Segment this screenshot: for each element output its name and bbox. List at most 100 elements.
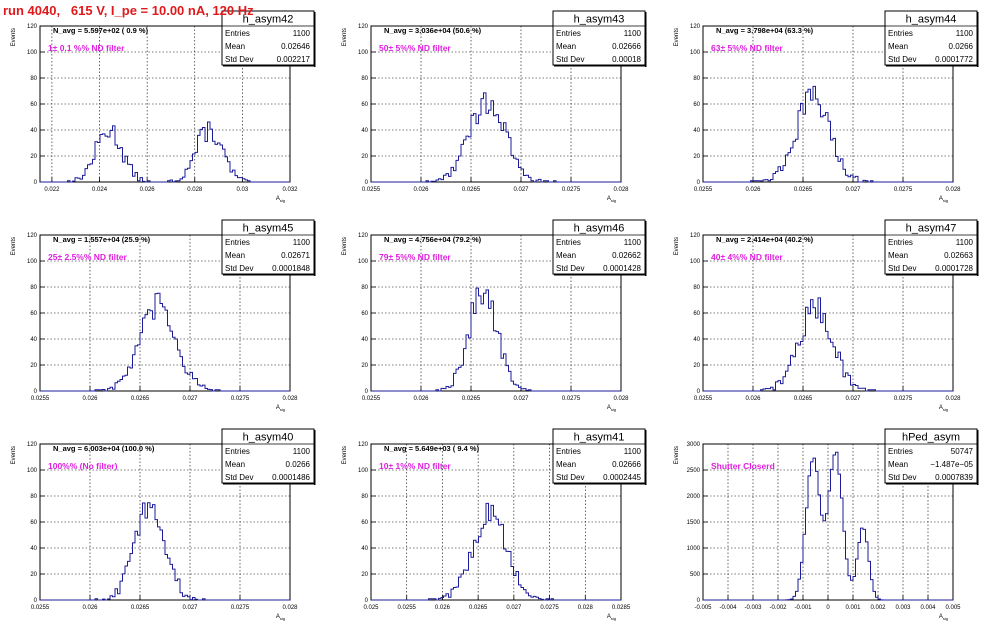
y-tick-label: 60 <box>30 311 37 317</box>
stats-box-shadow <box>314 12 316 67</box>
y-tick-label: 60 <box>693 102 700 108</box>
x-tick-label: 0.0275 <box>894 396 913 402</box>
x-axis-label: Asig <box>939 614 948 621</box>
x-tick-label: 0.025 <box>363 605 379 611</box>
stats-box-shadow <box>223 274 315 276</box>
stats-box-shadow <box>554 274 646 276</box>
histogram-line <box>371 92 621 183</box>
stats-value: 0.0001848 <box>272 264 310 273</box>
y-tick-label: 60 <box>361 520 368 526</box>
x-tick-label: 0.0255 <box>31 605 50 611</box>
stats-value: 0.02646 <box>281 42 310 51</box>
y-tick-label: 2500 <box>687 468 701 474</box>
y-tick-label: 0 <box>697 389 701 395</box>
navg-text: N_avg = 5.649e+03 ( 9.4 %) <box>384 444 480 453</box>
stats-value: 0.0001428 <box>603 264 641 273</box>
stats-label: Mean <box>888 460 908 469</box>
histogram-line <box>371 502 621 601</box>
page-title: run 4040, 615 V, I_pe = 10.00 nA, 120 Hz <box>3 3 254 18</box>
x-tick-label: 0.0255 <box>362 396 381 402</box>
histogram-panel-hPed_asym: -0.005 -0.004 -0.003 -0.002 -0.001 0 0.001 0.00… <box>674 428 979 621</box>
y-tick-label: 80 <box>361 76 368 82</box>
stats-box-shadow <box>645 12 647 67</box>
stats-value: 50747 <box>951 447 974 456</box>
x-tick-label: 0.0265 <box>794 396 813 402</box>
stats-label: Mean <box>225 460 245 469</box>
stats-box-shadow <box>886 274 978 276</box>
y-tick-label: 20 <box>361 154 368 160</box>
y-tick-label: 80 <box>693 76 700 82</box>
stats-label: Entries <box>556 447 581 456</box>
stats-value: 0.02671 <box>281 251 310 260</box>
y-tick-label: 120 <box>358 24 369 30</box>
histogram-name: h_asym41 <box>574 432 625 444</box>
x-axis-label: Asig <box>276 614 285 621</box>
stats-value: 0.02666 <box>612 460 641 469</box>
x-tick-label: 0.028 <box>945 396 961 402</box>
histogram-name: h_asym47 <box>906 223 957 235</box>
y-tick-label: 40 <box>30 128 37 134</box>
stats-label: Entries <box>225 238 250 247</box>
stats-value: 0.002217 <box>277 55 311 64</box>
stats-box-shadow <box>977 430 979 485</box>
stats-label: Mean <box>888 251 908 260</box>
x-tick-label: 0.026 <box>745 396 761 402</box>
histogram-line <box>703 451 953 601</box>
filter-annotation: 25± 2.5%% ND filter <box>48 252 128 262</box>
stats-box-shadow <box>223 483 315 485</box>
stats-label: Mean <box>556 251 576 260</box>
histogram-panel-h_asym46: 0.0255 0.026 0.0265 0.027 0.0275 0.028 0 20 40 60… <box>342 219 647 412</box>
y-tick-label: 1500 <box>687 520 701 526</box>
stats-value: 0.02663 <box>944 251 973 260</box>
y-tick-label: 40 <box>30 337 37 343</box>
navg-text: N_avg = 2.414e+04 (40.2 %) <box>716 235 814 244</box>
y-tick-label: 80 <box>30 285 37 291</box>
stats-label: Entries <box>888 238 913 247</box>
stats-value: 0.02662 <box>612 251 641 260</box>
x-tick-label: 0.0275 <box>231 396 250 402</box>
y-tick-label: 120 <box>358 442 369 448</box>
stats-value: 1100 <box>624 238 642 247</box>
y-tick-label: 60 <box>361 102 368 108</box>
x-tick-label: 0.028 <box>613 396 629 402</box>
y-tick-label: 60 <box>30 520 37 526</box>
x-tick-label: 0.028 <box>945 187 961 193</box>
y-axis-label: Events <box>342 28 348 46</box>
stats-label: Mean <box>556 42 576 51</box>
stats-label: Entries <box>556 29 581 38</box>
stats-box-shadow <box>554 65 646 67</box>
x-tick-label: 0.027 <box>506 605 522 611</box>
stats-value: 0.0001728 <box>935 264 973 273</box>
stats-value: 0.00018 <box>612 55 641 64</box>
stats-label: Entries <box>225 29 250 38</box>
stats-box-shadow <box>886 65 978 67</box>
x-tick-label: 0.026 <box>82 605 98 611</box>
x-tick-label: 0.026 <box>413 396 429 402</box>
x-tick-label: 0.002 <box>870 605 886 611</box>
y-tick-label: 40 <box>693 337 700 343</box>
y-tick-label: 40 <box>361 128 368 134</box>
y-tick-label: 40 <box>361 337 368 343</box>
stats-label: Std Dev <box>556 473 584 482</box>
stats-label: Mean <box>888 42 908 51</box>
y-tick-label: 120 <box>690 233 701 239</box>
stats-label: Std Dev <box>888 55 916 64</box>
x-tick-label: 0.0255 <box>694 187 713 193</box>
stats-value: 0.0007839 <box>935 473 973 482</box>
y-tick-label: 2000 <box>687 494 701 500</box>
y-tick-label: 0 <box>34 180 38 186</box>
histogram-line <box>40 502 290 601</box>
x-tick-label: 0.026 <box>745 187 761 193</box>
histogram-panel-h_asym43: 0.0255 0.026 0.0265 0.027 0.0275 0.028 0 20 40 60… <box>342 10 647 203</box>
histogram-panel-h_asym42: 0.022 0.024 0.026 0.028 0.03 0.032 0 20 40 60 80 10… <box>11 10 316 203</box>
y-tick-label: 80 <box>30 494 37 500</box>
x-tick-label: 0.0265 <box>131 396 150 402</box>
x-tick-label: 0.026 <box>82 396 98 402</box>
y-tick-label: 40 <box>30 546 37 552</box>
histogram-line <box>703 85 953 183</box>
stats-box-shadow <box>977 221 979 276</box>
x-axis-label: Asig <box>607 196 616 203</box>
y-axis-label: Events <box>11 28 17 46</box>
y-tick-label: 20 <box>361 363 368 369</box>
filter-annotation: 100%% (No filter) <box>48 461 118 471</box>
